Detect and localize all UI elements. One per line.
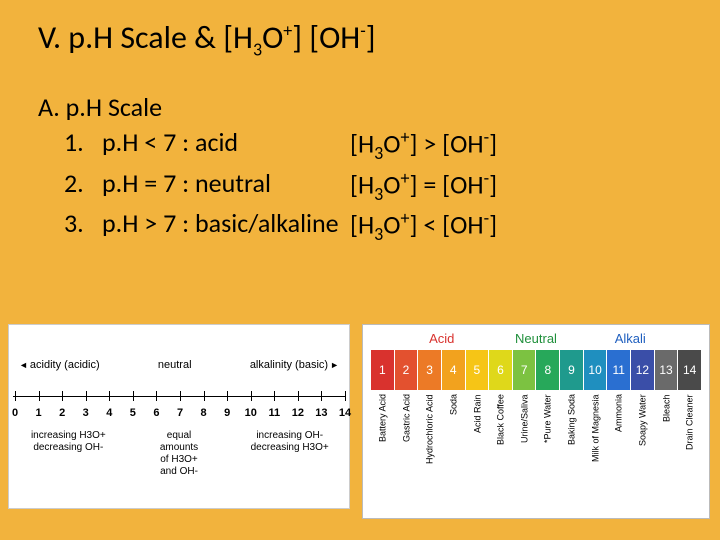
list-item: 1.p.H < 7 : acid[H3O+] > [OH-] <box>38 125 720 165</box>
axis-tick <box>180 391 181 401</box>
ph-example-label: Baking Soda <box>560 394 583 504</box>
ph-axis-diagram: acidity (acidic) neutral alkalinity (bas… <box>8 324 350 509</box>
ph-example-label: Black Coffee <box>489 394 512 504</box>
axis-tick-label: 5 <box>130 407 136 419</box>
chart-header-label: Acid <box>371 331 512 346</box>
item-relation: [H3O+] < [OH-] <box>350 206 497 246</box>
item-number: 2. <box>38 166 102 206</box>
list-item: 2.p.H = 7 : neutral[H3O+] = [OH-] <box>38 166 720 206</box>
axis-tick-label: 11 <box>268 407 280 419</box>
axis-tick <box>227 391 228 401</box>
axis-tick <box>298 391 299 401</box>
ph-example-label: Battery Acid <box>371 394 394 504</box>
axis-note-mid: equal amounts of H3O+ and OH- <box>124 430 235 478</box>
axis-tick <box>15 391 16 401</box>
title-text: V. p.H Scale & [H <box>38 18 253 57</box>
axis-tick <box>204 391 205 401</box>
ph-example-label: Hydrochloric Acid <box>418 394 441 504</box>
axis-tick-label: 9 <box>224 407 230 419</box>
axis-tick-label: 8 <box>201 407 207 419</box>
diagrams-row: acidity (acidic) neutral alkalinity (bas… <box>8 324 712 524</box>
list-item: 3.p.H > 7 : basic/alkaline[H3O+] < [OH-] <box>38 206 720 246</box>
acidity-label: acidity (acidic) <box>19 359 100 371</box>
item-condition: p.H = 7 : neutral <box>102 166 350 206</box>
axis-tick-label: 10 <box>245 407 257 419</box>
axis-tick-label: 14 <box>339 407 351 419</box>
item-relation: [H3O+] = [OH-] <box>350 166 497 206</box>
axis-tick <box>156 391 157 401</box>
axis-tick <box>251 391 252 401</box>
ph-example-label: Bleach <box>655 394 678 504</box>
ph-block: 3 <box>418 350 441 390</box>
axis-tick-label: 6 <box>153 407 159 419</box>
ph-example-label: Soda <box>442 394 465 504</box>
axis-tick <box>109 391 110 401</box>
axis-tick <box>274 391 275 401</box>
ph-color-chart: AcidNeutralAlkali 1234567891011121314 Ba… <box>362 324 710 519</box>
ph-block: 14 <box>678 350 701 390</box>
axis-tick-label: 13 <box>315 407 327 419</box>
axis-tick <box>62 391 63 401</box>
ph-example-label: Soapy Water <box>631 394 654 504</box>
ph-block: 2 <box>395 350 418 390</box>
ph-block: 7 <box>513 350 536 390</box>
axis-tick-label: 12 <box>292 407 304 419</box>
title-sup: + <box>283 19 292 41</box>
ph-block: 12 <box>631 350 654 390</box>
ph-example-label: *Pure Water <box>536 394 559 504</box>
axis-tick <box>321 391 322 401</box>
ph-block: 1 <box>371 350 394 390</box>
ph-block: 13 <box>655 350 678 390</box>
content-body: A. p.H Scale 1.p.H < 7 : acid[H3O+] > [O… <box>0 60 720 246</box>
ph-block: 10 <box>584 350 607 390</box>
axis-tick <box>39 391 40 401</box>
axis-tick-label: 0 <box>12 407 18 419</box>
ph-block: 11 <box>607 350 630 390</box>
ph-example-label: Ammonia <box>607 394 630 504</box>
title-text: O <box>262 18 283 57</box>
axis-note-left: increasing H3O+ decreasing OH- <box>13 430 124 478</box>
item-relation: [H3O+] > [OH-] <box>350 125 497 165</box>
axis-tick-label: 2 <box>59 407 65 419</box>
axis-tick-label: 3 <box>83 407 89 419</box>
section-heading: A. p.H Scale <box>38 90 720 125</box>
axis-tick <box>345 391 346 401</box>
ph-example-label: Gastric Acid <box>395 394 418 504</box>
axis-tick-label: 1 <box>36 407 42 419</box>
axis-tick-label: 7 <box>177 407 183 419</box>
axis-tick <box>86 391 87 401</box>
axis-tick-label: 4 <box>106 407 112 419</box>
ph-block: 4 <box>442 350 465 390</box>
item-condition: p.H < 7 : acid <box>102 125 350 165</box>
chart-header-label: Alkali <box>560 331 701 346</box>
ph-example-label: Milk of Magnesia <box>584 394 607 504</box>
item-number: 1. <box>38 125 102 165</box>
ph-block: 8 <box>536 350 559 390</box>
ph-example-label: Drain Cleaner <box>678 394 701 504</box>
item-number: 3. <box>38 206 102 246</box>
alkalinity-label: alkalinity (basic) <box>250 359 339 371</box>
neutral-label: neutral <box>158 359 192 371</box>
title-text: ] [OH <box>292 18 360 57</box>
axis-tick <box>133 391 134 401</box>
ph-block: 6 <box>489 350 512 390</box>
ph-example-label: Acid Rain <box>466 394 489 504</box>
slide-title: V. p.H Scale & [H3O+] [OH-] <box>0 0 720 60</box>
ph-block: 5 <box>466 350 489 390</box>
item-condition: p.H > 7 : basic/alkaline <box>102 206 350 246</box>
axis-note-right: increasing OH- decreasing H3O+ <box>234 430 345 478</box>
title-sub: 3 <box>253 38 262 60</box>
ph-block: 9 <box>560 350 583 390</box>
title-text: ] <box>366 18 376 57</box>
ph-example-label: Urine/Saliva <box>513 394 536 504</box>
chart-header-label: Neutral <box>512 331 559 346</box>
